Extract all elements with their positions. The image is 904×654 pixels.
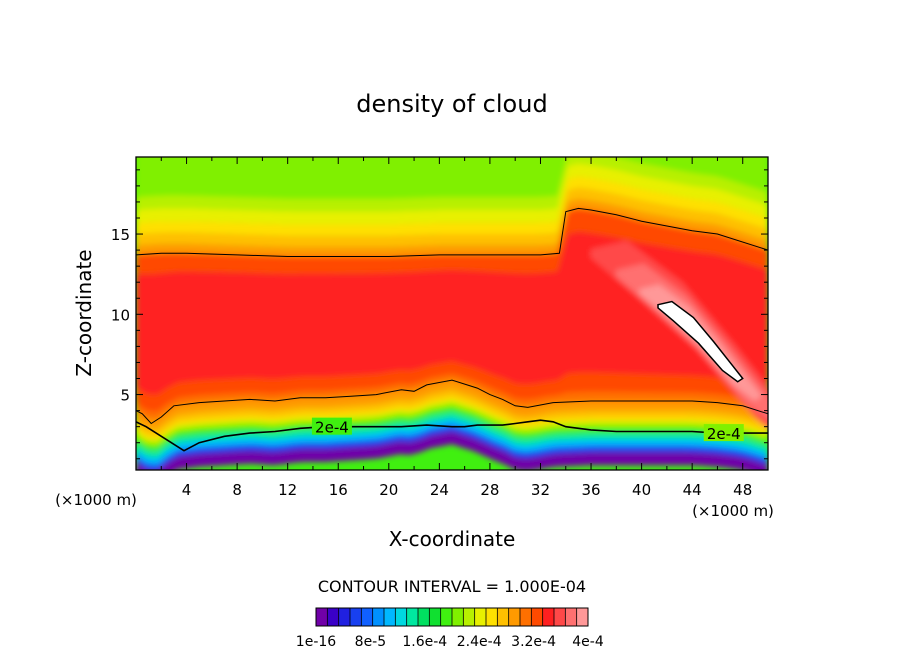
colorbar-swatch [350,608,362,626]
y-axis-label: Z-coordinate [72,249,96,376]
chart-title: density of cloud [356,90,547,118]
band-lower-8 [136,425,768,470]
band-upper-6 [136,157,768,199]
colorbar-swatch [395,608,407,626]
colorbar-swatch [429,608,441,626]
x-tick-label: 8 [232,481,242,499]
plot-frame [135,156,769,471]
x-tick-label: 20 [379,481,398,499]
colorbar-swatch [520,608,532,626]
band-mid-4 [136,361,768,412]
colorbar-swatch [565,608,577,626]
colorbar [315,607,589,627]
colorbar-swatch [361,608,373,626]
x-tick-label: 44 [683,481,702,499]
colorbar-swatch [486,608,498,626]
colorbar-tick-label: 2.4e-4 [457,634,502,650]
contour-label: 2e-4 [707,425,741,443]
x-tick-label: 32 [531,481,550,499]
x-tick-label: 48 [733,481,752,499]
colorbar-swatch [338,608,351,626]
colorbar-tick-label: 4e-4 [572,634,604,650]
x-tick-label: 40 [632,481,651,499]
contour-label-bg [311,417,352,435]
colorbar-swatch [474,608,487,626]
colorbar-swatch [452,608,464,626]
colorbar-swatch [372,608,385,626]
colorbar-swatch [406,608,419,626]
colorbar-labels: 1e-16 8e-5 1.6e-4 2.4e-4 3.2e-4 4e-4 [296,634,604,650]
x-axis-ticks: 4 8 12 16 20 24 28 32 36 40 44 48 [160,157,752,499]
band-upper-4 [136,163,768,225]
x-tick-label: 4 [182,481,192,499]
contour-label: 2e-4 [315,419,349,437]
x-unit-left: (×1000 m) [55,491,137,509]
colorbar-swatch [508,608,521,626]
max-density-region [657,300,744,383]
y-tick-label: 15 [111,226,130,244]
x-axis-label: X-coordinate [389,527,516,551]
colorbar-swatch [384,608,396,626]
colorbar-swatch [463,608,475,626]
density-field [136,157,768,470]
contour-line-upper [136,207,768,257]
colorbar-frame [315,607,589,627]
x-tick-label: 36 [581,481,600,499]
x-tick-label: 28 [480,481,499,499]
colorbar-swatch [531,608,543,626]
band-lower-5 [136,405,768,452]
colorbar-tick-label: 1e-16 [296,634,336,650]
band-lower-2 [136,389,768,436]
colorbar-swatch [576,608,589,626]
band-lower-6 [136,412,768,459]
band-lower-4 [136,401,768,446]
band-lower-3 [136,396,768,441]
colorbar-tick-label: 1.6e-4 [402,634,447,650]
contour-line-lower [136,379,768,425]
colorbar-swatch [316,608,328,626]
y-axis-ticks: 5 10 15 [111,169,768,460]
band-lower-7 [136,418,768,465]
colorbar-swatch [327,608,339,626]
x-tick-label: 24 [430,481,449,499]
band-lower-9 [136,431,768,470]
contour-label-bg [703,424,744,442]
colorbar-swatch [440,608,453,626]
x-tick-label: 12 [278,481,297,499]
colorbar-swatch [554,608,566,626]
y-tick-label: 5 [120,387,130,405]
y-tick-label: 10 [111,306,130,324]
x-unit-right: (×1000 m) [692,502,774,520]
contour-interval: CONTOUR INTERVAL = 1.000E-04 [318,577,586,596]
band-upper-3 [136,176,768,236]
contour-labels: 2e-4 2e-4 [311,417,744,443]
band-mid-3 [136,208,768,274]
colorbar-swatch [418,608,430,626]
colorbar-swatch [542,608,555,626]
colorbar-swatch [497,608,509,626]
band-upper-2 [136,187,768,247]
x-tick-label: 16 [329,481,348,499]
band-lower-1 [136,380,768,430]
contour-line-2e-4 [136,419,768,452]
band-upper-5 [136,157,768,212]
colorbar-tick-label: 8e-5 [355,634,386,650]
colorbar-tick-label: 3.2e-4 [511,634,556,650]
